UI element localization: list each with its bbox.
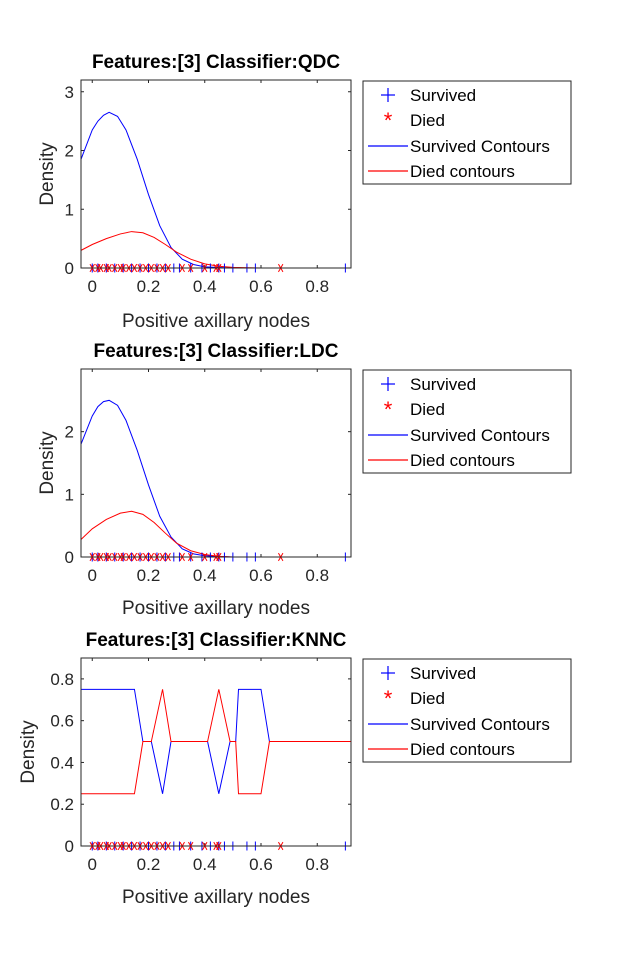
x-tick-label: 0.2 bbox=[137, 566, 161, 585]
asterisk-marker-icon: * bbox=[384, 686, 393, 711]
legend: Survived * Died Survived Contours Died c… bbox=[362, 369, 572, 474]
legend-box bbox=[362, 369, 572, 474]
y-tick-label: 0.4 bbox=[50, 753, 74, 772]
legend-entry-survived-contours: Survived Contours bbox=[368, 137, 550, 156]
axes-box bbox=[80, 368, 352, 558]
y-tick-label: 0.6 bbox=[50, 712, 74, 731]
legend-label: Survived bbox=[410, 664, 476, 683]
x-tick-label: 0 bbox=[88, 566, 97, 585]
x-axis-label: Positive axillary nodes bbox=[122, 887, 310, 908]
x-tick-label: 0.6 bbox=[249, 566, 273, 585]
legend-entry-survived-contours: Survived Contours bbox=[368, 715, 550, 734]
chart-title: Features:[3] Classifier:KNNC bbox=[86, 630, 347, 651]
legend-box bbox=[362, 658, 572, 763]
series-line-survived-contours bbox=[80, 111, 351, 269]
x-tick-label: 0.8 bbox=[305, 566, 329, 585]
y-tick-label: 0 bbox=[65, 837, 74, 856]
legend-label: Survived bbox=[410, 86, 476, 105]
legend: Survived * Died Survived Contours Died c… bbox=[362, 658, 572, 763]
x-tick-label: 0 bbox=[88, 855, 97, 874]
asterisk-marker-icon: * bbox=[384, 397, 393, 422]
x-tick-label: 0.8 bbox=[305, 855, 329, 874]
plus-marker-icon bbox=[381, 666, 395, 680]
axes-box bbox=[80, 657, 352, 847]
legend-entry-survived: Survived bbox=[381, 86, 476, 105]
legend-entry-died: * Died bbox=[384, 108, 445, 133]
legend-label: Died contours bbox=[410, 740, 515, 759]
x-tick-label: 0.6 bbox=[249, 855, 273, 874]
y-tick-label: 0.2 bbox=[50, 795, 74, 814]
legend-label: Survived Contours bbox=[410, 426, 550, 445]
legend-entry-died: * Died bbox=[384, 397, 445, 422]
legend-label: Died bbox=[410, 689, 445, 708]
chart-title: Features:[3] Classifier:QDC bbox=[92, 52, 340, 73]
series-line-died-contours bbox=[80, 231, 351, 269]
chart-title: Features:[3] Classifier:LDC bbox=[94, 341, 339, 362]
series-line-survived-contours bbox=[80, 399, 351, 558]
x-tick-label: 0.2 bbox=[137, 855, 161, 874]
legend-label: Died bbox=[410, 400, 445, 419]
plot-area: 0 0.2 0.4 0.6 0.8 0 0.2 0.4 0.6 0.8 bbox=[50, 658, 351, 874]
legend-label: Died contours bbox=[410, 451, 515, 470]
x-tick-label: 0 bbox=[88, 277, 97, 296]
x-tick-label: 0.6 bbox=[249, 277, 273, 296]
legend-label: Survived bbox=[410, 375, 476, 394]
chart-panel-ldc: Features:[3] Classifier:LDC 0 0.2 0.4 0.6 0.… bbox=[37, 341, 572, 619]
legend-entry-died-contours: Died contours bbox=[368, 162, 515, 181]
chart-panel-qdc: Features:[3] Classifier:QDC 0 0.2 0.4 0.6 0.… bbox=[37, 52, 572, 332]
series-line-died-contours bbox=[80, 510, 351, 558]
legend-entry-survived: Survived bbox=[381, 664, 476, 683]
x-tick-label: 0.4 bbox=[193, 277, 217, 296]
x-tick-label: 0.4 bbox=[193, 566, 217, 585]
legend-label: Died contours bbox=[410, 162, 515, 181]
plus-marker-icon bbox=[381, 88, 395, 102]
plot-area: 0 0.2 0.4 0.6 0.8 0 1 2 bbox=[65, 369, 351, 585]
legend-entry-died-contours: Died contours bbox=[368, 740, 515, 759]
x-tick-label: 0.8 bbox=[305, 277, 329, 296]
y-axis-label: Density bbox=[18, 720, 39, 784]
axes-box bbox=[80, 79, 352, 269]
x-tick-label: 0.4 bbox=[193, 855, 217, 874]
x-axis-label: Positive axillary nodes bbox=[122, 598, 310, 619]
series-line-died-contours bbox=[81, 689, 351, 795]
legend-entry-survived: Survived bbox=[381, 375, 476, 394]
legend-label: Survived Contours bbox=[410, 715, 550, 734]
legend-entry-died: * Died bbox=[384, 686, 445, 711]
y-tick-label: 1 bbox=[65, 485, 74, 504]
legend-label: Survived Contours bbox=[410, 137, 550, 156]
plus-marker-icon bbox=[381, 377, 395, 391]
legend-label: Died bbox=[410, 111, 445, 130]
x-tick-label: 0.2 bbox=[137, 277, 161, 296]
legend-box bbox=[362, 80, 572, 185]
x-axis-label: Positive axillary nodes bbox=[122, 311, 310, 332]
y-tick-label: 1 bbox=[65, 200, 74, 219]
legend-entry-survived-contours: Survived Contours bbox=[368, 426, 550, 445]
plot-area: 0 0.2 0.4 0.6 0.8 0 1 2 3 bbox=[65, 80, 351, 296]
y-tick-label: 0.8 bbox=[50, 670, 74, 689]
y-tick-label: 2 bbox=[65, 423, 74, 442]
legend: Survived * Died Survived Contours Died c… bbox=[362, 80, 572, 185]
chart-panel-knnc: Features:[3] Classifier:KNNC 0 0.2 0.4 0.6 0… bbox=[18, 630, 572, 908]
y-tick-label: 3 bbox=[65, 83, 74, 102]
y-tick-label: 0 bbox=[65, 548, 74, 567]
y-axis-label: Density bbox=[37, 431, 58, 495]
y-axis-label: Density bbox=[37, 142, 58, 206]
y-tick-label: 2 bbox=[65, 142, 74, 161]
y-tick-label: 0 bbox=[65, 259, 74, 278]
legend-entry-died-contours: Died contours bbox=[368, 451, 515, 470]
asterisk-marker-icon: * bbox=[384, 108, 393, 133]
